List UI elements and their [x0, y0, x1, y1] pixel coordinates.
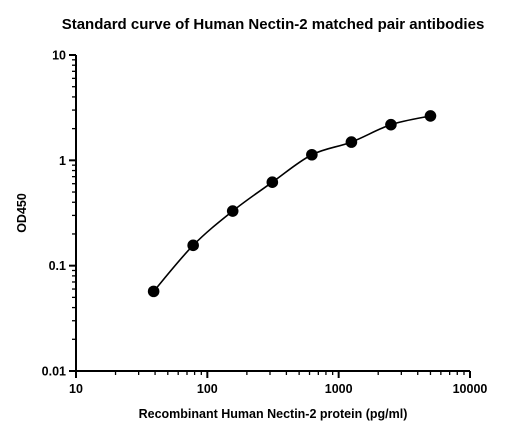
data-point [306, 148, 318, 161]
y-tick-label: 1 [59, 154, 66, 168]
x-axis-label: Recombinant Human Nectin-2 protein (pg/m… [139, 407, 408, 421]
fit-curve [153, 115, 431, 292]
ticks [69, 54, 471, 378]
data-point [385, 118, 397, 131]
data-points [147, 110, 437, 298]
y-axis-label: OD450 [15, 193, 29, 233]
x-tick-label: 100 [197, 382, 218, 396]
data-point [226, 205, 239, 217]
x-tick-label: 1000 [325, 382, 353, 396]
data-point [147, 285, 160, 298]
x-tick-label: 10 [69, 382, 83, 396]
chart-title: Standard curve of Human Nectin-2 matched… [62, 16, 485, 33]
y-tick-label: 10 [52, 49, 66, 63]
y-tick-label: 0.1 [49, 259, 66, 273]
x-tick-label: 10000 [453, 382, 488, 396]
tick-labels: 10 100 1000 10000 0.01 0.1 1 10 [42, 49, 488, 397]
data-point [424, 110, 437, 122]
axes [75, 55, 470, 372]
y-tick-label: 0.01 [42, 365, 66, 379]
data-point [187, 239, 199, 252]
data-point [266, 176, 279, 189]
data-point [345, 136, 358, 148]
